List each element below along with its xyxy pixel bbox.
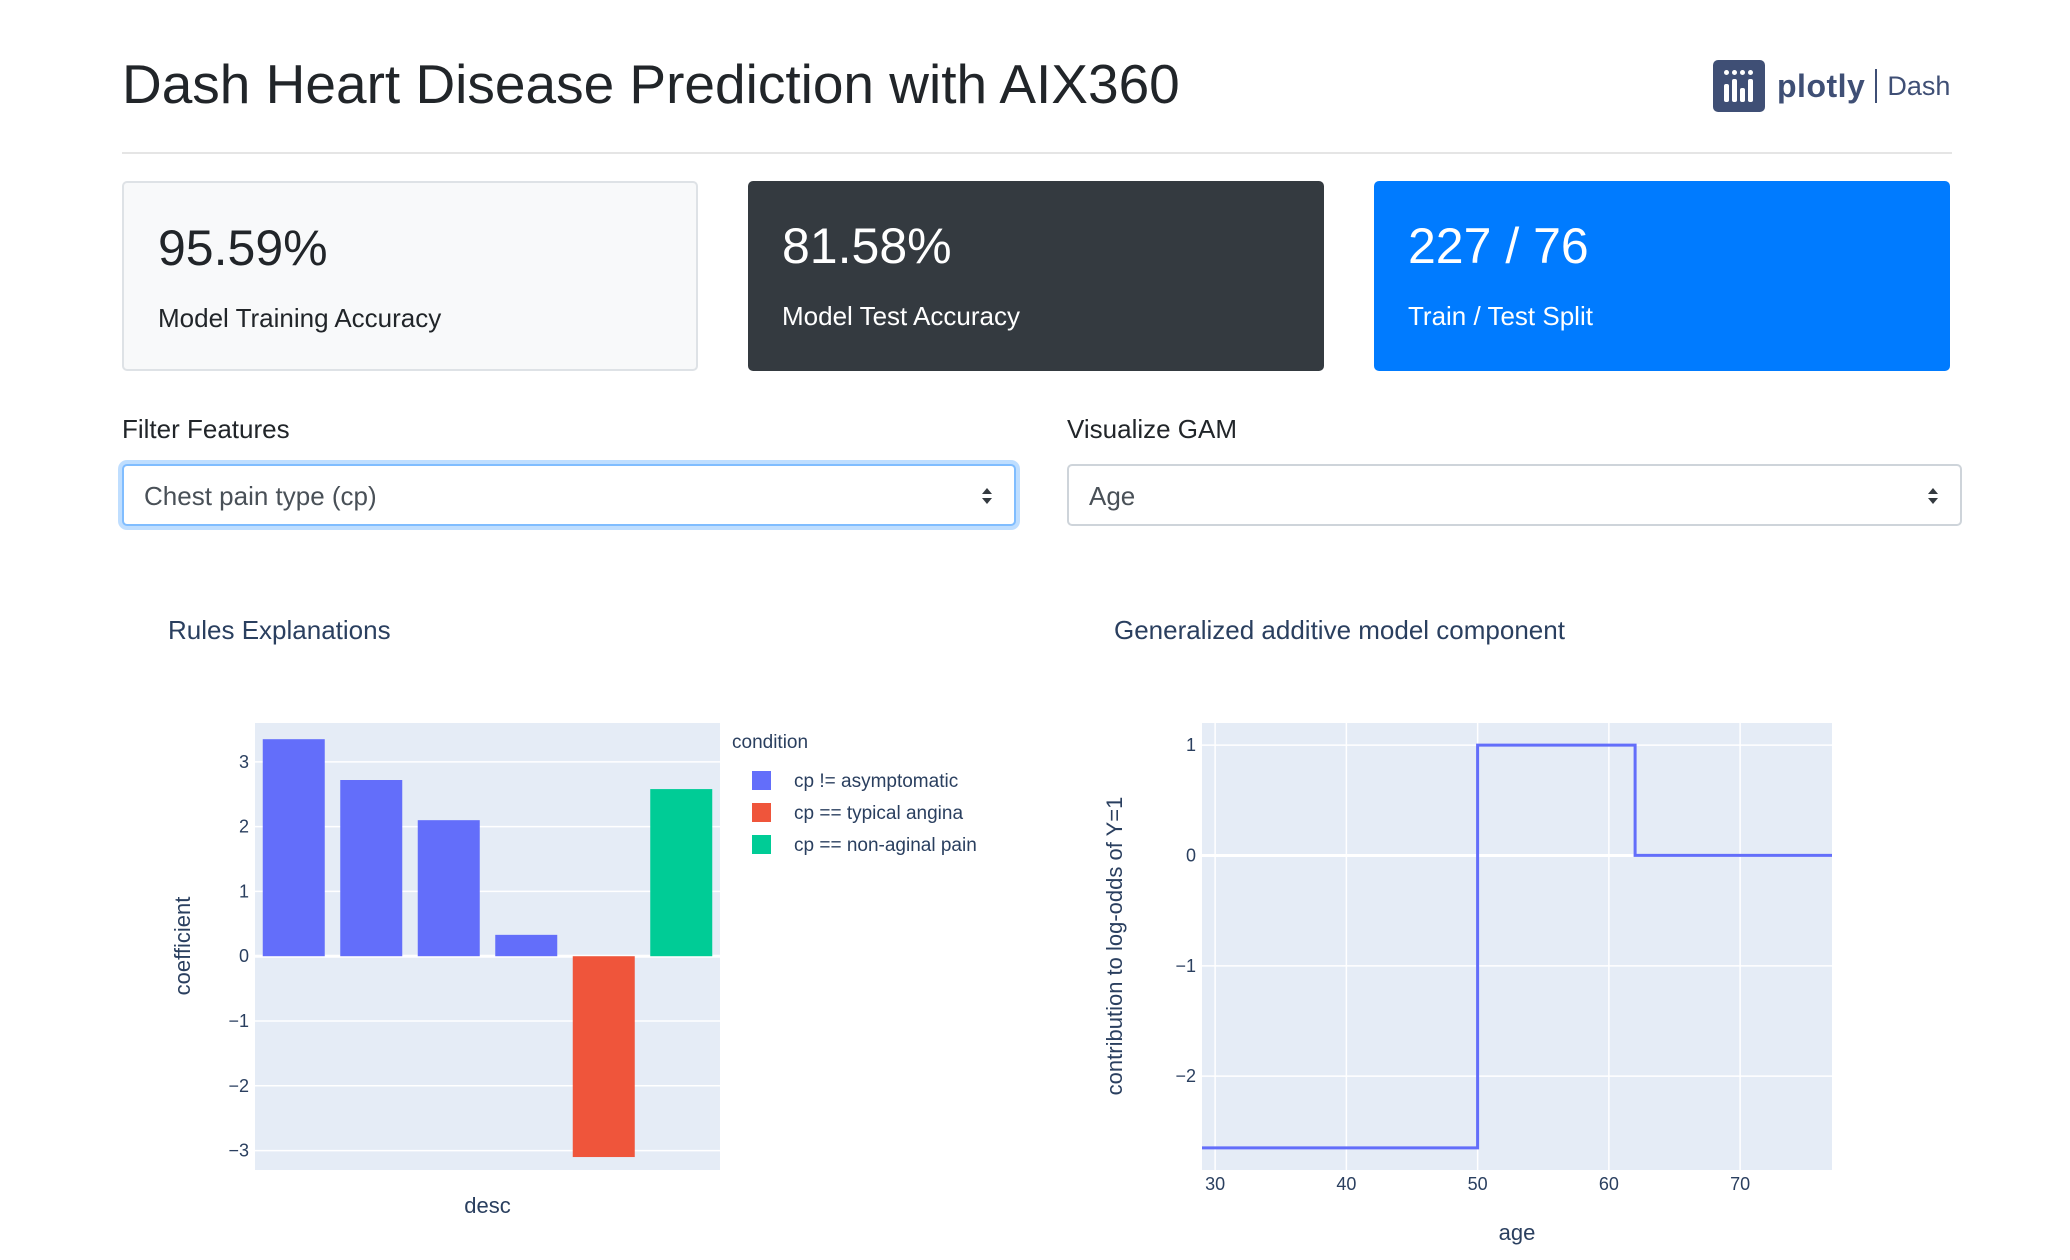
y-tick-label: 0 — [239, 946, 249, 966]
card-value: 227 / 76 — [1408, 218, 1589, 274]
x-tick-label: 50 — [1468, 1174, 1488, 1194]
legend-label: cp != asymptomatic — [794, 771, 958, 792]
y-tick-label: 2 — [239, 817, 249, 837]
legend-swatch — [752, 835, 771, 854]
x-axis-title: age — [1499, 1220, 1536, 1245]
bar — [262, 739, 325, 957]
y-axis-title: contribution to log-odds of Y=1 — [1102, 797, 1127, 1096]
y-tick-label: −1 — [228, 1011, 249, 1031]
legend-swatch — [752, 803, 771, 822]
select-value: Age — [1089, 481, 1136, 511]
legend-swatch — [752, 771, 771, 790]
training-accuracy-card: 95.59% Model Training Accuracy — [122, 181, 698, 371]
y-tick-label: −2 — [228, 1076, 249, 1096]
y-tick-label: 1 — [239, 881, 249, 901]
card-value: 95.59% — [158, 220, 328, 276]
legend-label: cp == typical angina — [794, 803, 963, 824]
y-tick-label: 3 — [239, 752, 249, 772]
x-tick-label: 60 — [1599, 1174, 1619, 1194]
logo-divider — [1875, 69, 1878, 103]
x-tick-label: 70 — [1730, 1174, 1750, 1194]
bar — [495, 934, 558, 957]
bar — [417, 820, 480, 957]
page-title: Dash Heart Disease Prediction with AIX36… — [122, 53, 1180, 115]
plotly-dash-logo[interactable]: plotly Dash — [1713, 58, 1950, 114]
gam-component-chart[interactable]: Generalized additive model component 30 40… — [1080, 590, 1980, 1260]
test-accuracy-card: 81.58% Model Test Accuracy — [748, 181, 1324, 371]
select-caret-icon — [982, 488, 992, 504]
plot-area — [255, 723, 720, 1170]
chart-title: Generalized additive model component — [1114, 615, 1566, 645]
bar — [340, 780, 403, 957]
gam-series-line — [1202, 743, 1832, 1150]
legend-label: cp == non-aginal pain — [794, 835, 977, 856]
card-label: Train / Test Split — [1408, 301, 1593, 331]
bar — [650, 789, 713, 957]
chart-title: Rules Explanations — [168, 615, 391, 645]
filter-features-label: Filter Features — [122, 414, 290, 444]
card-label: Model Training Accuracy — [158, 303, 442, 333]
card-label: Model Test Accuracy — [782, 301, 1020, 331]
rules-explanations-chart[interactable]: Rules Explanations 3 2 1 0 −1 −2 −3 desc coeffici… — [140, 590, 1040, 1230]
train-test-split-card: 227 / 76 Train / Test Split — [1374, 181, 1950, 371]
y-tick-label: −2 — [1175, 1066, 1196, 1086]
x-tick-label: 40 — [1336, 1174, 1356, 1194]
filter-features-select[interactable]: Chest pain type (cp) — [122, 464, 1016, 526]
y-tick-label: −1 — [1175, 956, 1196, 976]
plotly-logo-icon — [1713, 60, 1765, 112]
select-value: Chest pain type (cp) — [144, 481, 377, 511]
x-axis-title: desc — [464, 1193, 510, 1218]
card-value: 81.58% — [782, 218, 952, 274]
select-caret-icon — [1928, 488, 1938, 504]
logo-wordmark: plotly — [1777, 67, 1866, 104]
logo-product: Dash — [1887, 70, 1951, 101]
header: Dash Heart Disease Prediction with AIX36… — [122, 40, 1952, 154]
y-tick-label: 0 — [1186, 845, 1196, 865]
visualize-gam-label: Visualize GAM — [1067, 414, 1238, 444]
visualize-gam-select[interactable]: Age — [1067, 464, 1962, 526]
y-tick-label: 1 — [1186, 735, 1196, 755]
y-tick-label: −3 — [228, 1141, 249, 1161]
x-tick-label: 30 — [1205, 1174, 1225, 1194]
plot-area — [1202, 723, 1832, 1170]
bar — [572, 956, 635, 1158]
legend-title: condition — [732, 732, 808, 753]
y-axis-title: coefficient — [170, 897, 195, 996]
